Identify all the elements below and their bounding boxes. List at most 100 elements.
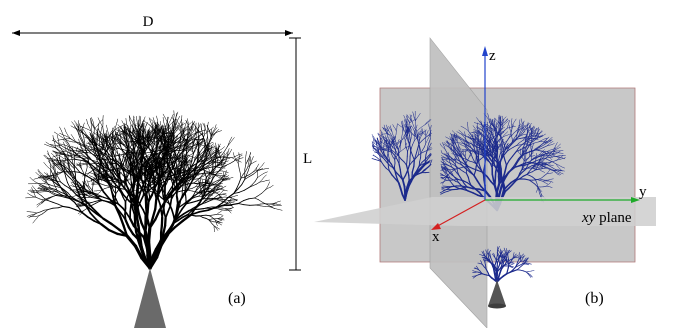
dendrite-segment xyxy=(93,181,96,184)
dendrite-segment xyxy=(75,123,78,128)
dendrite-segment xyxy=(89,131,92,136)
dendrite-segment xyxy=(97,144,102,148)
dendrite-segment xyxy=(59,153,64,155)
dendrite-segment xyxy=(102,199,109,203)
dendrite-segment xyxy=(60,195,66,198)
dendrite-segment xyxy=(189,187,193,190)
dendrite-segment xyxy=(135,183,137,187)
dendrite-segment xyxy=(55,141,59,144)
dendrite-segment xyxy=(122,196,127,203)
dendrite-segment xyxy=(59,162,63,165)
dendrite-segment xyxy=(118,140,121,144)
dendrite-segment xyxy=(48,159,51,164)
dendrite-segment xyxy=(77,148,82,151)
dendrite-segment xyxy=(102,144,104,149)
dendrite-segment xyxy=(143,126,145,131)
dendrite-segment xyxy=(83,196,88,203)
dendrite-segment xyxy=(86,154,90,159)
dendrite-segment xyxy=(144,126,146,131)
dendrite-segment xyxy=(39,185,43,188)
dendrite-segment xyxy=(172,144,175,150)
dendrite-segment xyxy=(53,181,58,186)
dendrite-segment xyxy=(127,178,130,180)
dendrite-segment xyxy=(69,152,75,156)
dendrite-segment xyxy=(50,158,55,160)
dendrite-segment xyxy=(75,167,81,173)
dendrite-segment xyxy=(195,133,198,138)
dendrite-segment xyxy=(175,132,181,137)
dendrite-segment xyxy=(41,179,45,182)
dendrite-segment xyxy=(68,161,70,167)
dendrite-segment xyxy=(99,143,101,150)
dendrite-segment xyxy=(68,140,73,143)
dendrite-segment xyxy=(56,134,59,140)
dendrite-segment xyxy=(90,140,94,143)
dendrite-segment xyxy=(117,127,120,131)
dendrite-segment xyxy=(85,180,87,184)
dendrite-segment xyxy=(78,198,81,200)
dendrite-segment xyxy=(92,142,96,144)
dendrite-segment xyxy=(128,179,131,181)
dendrite-segment xyxy=(36,190,40,192)
dendrite-segment xyxy=(119,157,122,164)
dendrite-segment xyxy=(95,139,97,144)
dendrite-segment xyxy=(137,212,143,225)
dendrite-segment xyxy=(94,139,96,144)
dendrite-segment xyxy=(216,166,220,168)
dendrite-segment xyxy=(96,154,101,158)
dendrite-segment xyxy=(122,151,125,157)
dendrite-segment xyxy=(135,203,141,215)
dendrite-segment xyxy=(90,196,96,199)
dendrite-segment xyxy=(47,145,53,148)
dendrite-segment xyxy=(100,223,111,232)
dendrite-segment xyxy=(93,147,97,155)
dendrite-segment xyxy=(91,149,95,151)
dendrite-segment xyxy=(97,131,99,137)
dendrite-segment xyxy=(54,194,59,197)
dendrite-segment xyxy=(110,172,112,176)
dendrite-segment xyxy=(72,190,78,197)
dendrite-segment xyxy=(67,155,73,158)
dendrite-segment xyxy=(77,206,83,213)
dendrite-segment xyxy=(100,183,105,186)
dendrite-segment xyxy=(33,212,38,215)
dendrite-segment xyxy=(122,141,125,145)
dendrite-segment xyxy=(52,145,57,149)
dendrite-segment xyxy=(49,165,53,168)
dendrite-segment xyxy=(117,188,122,194)
dendrite-segment xyxy=(160,153,163,157)
dendrite-segment xyxy=(82,149,86,151)
dendrite-segment xyxy=(210,142,214,144)
dendrite-segment xyxy=(91,132,94,137)
dimension-height-label: L xyxy=(303,151,312,167)
dendrite-segment xyxy=(97,117,100,122)
dendrite-segment xyxy=(90,117,94,122)
dendrite-segment xyxy=(133,244,144,260)
dendrite-segment xyxy=(61,136,66,140)
dendrite-segment xyxy=(62,150,67,152)
dendrite-segment xyxy=(130,118,134,123)
dendrite-segment xyxy=(42,186,45,189)
dendrite-segment xyxy=(58,154,61,159)
dendrite-segment xyxy=(66,162,69,166)
dendrite-segment xyxy=(99,141,104,146)
dendrite-segment xyxy=(191,130,195,134)
dendrite-segment xyxy=(120,192,124,198)
dendrite-segment xyxy=(62,134,68,137)
dendrite-segment xyxy=(113,134,116,139)
dendrite-segment xyxy=(91,136,95,139)
dendrite-segment xyxy=(87,128,92,132)
dendrite-segment xyxy=(189,190,193,192)
dendrite-segment xyxy=(106,146,110,151)
dendrite-segment xyxy=(188,155,192,157)
dendrite-segment xyxy=(218,173,223,175)
dendrite-segment xyxy=(82,157,89,162)
dendrite-segment xyxy=(92,138,94,143)
dendrite-segment xyxy=(48,184,51,189)
dendrite-segment xyxy=(47,200,54,203)
dendrite-segment xyxy=(80,166,82,170)
dendrite-segment xyxy=(86,216,96,222)
dendrite-segment xyxy=(82,200,85,202)
dendrite-segment xyxy=(93,175,97,177)
